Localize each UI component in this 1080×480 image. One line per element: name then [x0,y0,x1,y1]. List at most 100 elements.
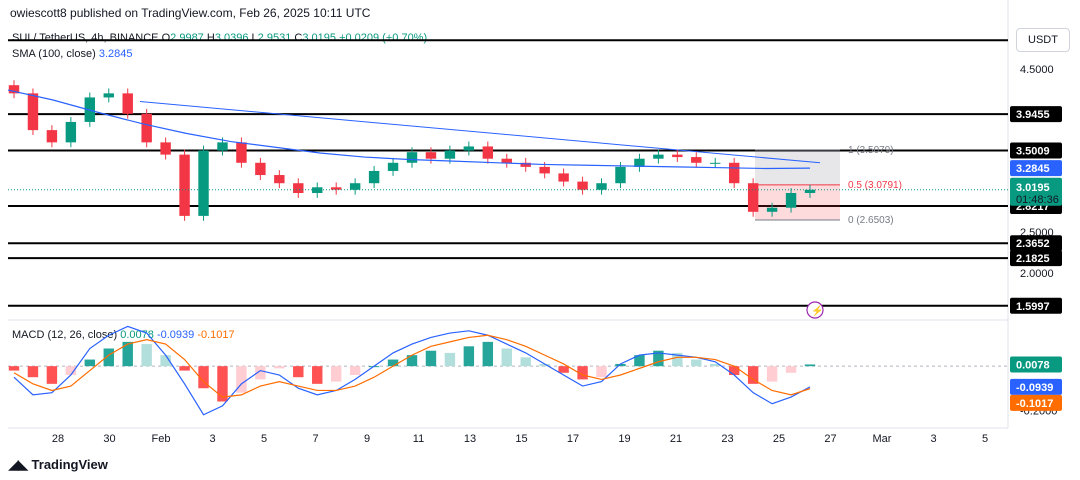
open-label: O [161,32,171,44]
candle-body [672,154,683,158]
macd-histogram-bar [330,366,342,382]
time-axis-label: 11 [413,433,424,445]
level-price-tag [1010,250,1062,267]
candle-body [141,113,152,143]
macd-histogram-bar [217,366,228,402]
level-price-label: 2.3652 [1016,238,1050,250]
macd-histogram-bar [520,357,531,367]
macd-signal-value: -0.1017 [197,329,235,341]
time-axis-label: 17 [567,433,579,445]
macd-histogram-bar [747,366,759,384]
macd-histogram-bar [634,355,645,367]
macd-value-label: -0.0939 [1016,382,1053,394]
macd-histogram-bar [728,366,740,375]
sma-price-label: 3.2845 [1016,163,1050,175]
level-price-tag [1010,142,1062,159]
macd-histogram-bar [141,344,152,367]
macd-histogram-bar [615,363,626,367]
macd-histogram-bar [46,366,58,384]
close-label: C [294,32,303,44]
time-axis-label: 9 [364,433,370,445]
low-label: L [251,32,258,44]
macd-histogram-bar [103,348,114,367]
macd-histogram-bar [293,366,304,378]
close-price-label: 3.0195 [1016,182,1050,194]
candle-body [349,183,361,190]
macd-histogram-bar [312,366,323,384]
candle-body [293,183,304,194]
time-axis-label: 7 [312,433,318,445]
macd-histogram-bar [501,348,512,367]
macd-histogram-bar [8,366,20,371]
candle-body [596,183,607,190]
time-axis-label: 19 [618,433,630,445]
time-axis-label: 25 [773,433,785,445]
macd-histogram-bar [349,366,361,375]
macd-histogram-bar [804,364,816,367]
trendline [139,101,821,164]
candle-body [747,183,759,212]
macd-histogram-bar [274,366,285,369]
macd-histogram-bar [387,359,399,367]
tradingview-logo[interactable]: ◢◣ TradingView [8,456,108,473]
macd-histogram-bar [179,366,190,371]
macd-histogram-bar [198,366,209,389]
macd-histogram-bar [482,341,494,367]
level-price-tag [1010,106,1062,123]
macd-legend[interactable]: MACD (12, 26, close) 0.0078 -0.0939 -0.1… [12,329,235,341]
macd-histogram-bar [577,366,588,380]
high-label: H [206,32,215,44]
level-price-tag [1010,297,1062,314]
macd-value-tag [1010,378,1062,395]
macd-histogram-bar [463,346,475,367]
fib-upper-zone [755,149,840,185]
candle-body [501,158,512,163]
macd-histogram-bar [653,350,664,367]
candle-body [217,142,228,151]
fib-level-label: 0.5 (3.0791) [848,180,902,191]
macd-histogram-bar [84,359,96,367]
macd-histogram-bar [160,355,171,367]
time-axis-label: Mar [873,433,892,445]
candle-body [766,207,778,212]
macd-histogram-bar [672,352,683,367]
time-axis-label: Feb [152,433,171,445]
level-price-label: 2.1825 [1016,253,1050,265]
candle-body [444,150,456,159]
time-axis-label: 23 [721,433,733,445]
level-price-label: 3.5009 [1016,145,1050,157]
candle-body [558,173,569,182]
sma-legend[interactable]: SMA (100, close) 3.2845 [12,48,132,60]
macd-histogram-bar [122,341,133,367]
macd-histogram-bar [785,366,797,373]
macd-histogram-bar [236,366,247,393]
time-axis-label: 5 [261,433,267,445]
candle-body [255,162,266,176]
macd-histogram-bar [406,355,418,367]
candle-body [8,85,20,94]
currency-button[interactable]: USDT [1016,28,1070,52]
candle-body [577,181,588,190]
candle-body [520,162,531,167]
candle-body [615,166,626,184]
candle-body [274,175,285,184]
macd-line [13,325,811,416]
time-axis-label: 30 [103,433,115,445]
macd-value-label: -0.1017 [1016,398,1053,410]
lightning-bolt-glyph: ⚡ [811,304,823,317]
macd-histogram-bar [596,366,607,378]
candle-body [330,187,342,190]
close-price-tag [1010,177,1062,206]
time-axis-label: 3 [209,433,215,445]
time-axis-label: 21 [670,433,682,445]
candle-body [27,93,39,131]
level-price-label: 1.5997 [1016,301,1050,313]
macd-signal-line [13,334,811,398]
candle-body [236,142,247,163]
tradingview-logo-icon: ◢◣ [8,456,29,472]
macd-label: MACD (12, 26, close) [12,329,118,341]
macd-histogram-bar [255,366,266,380]
macd-histogram-bar [691,359,702,367]
candle-body [65,121,77,143]
